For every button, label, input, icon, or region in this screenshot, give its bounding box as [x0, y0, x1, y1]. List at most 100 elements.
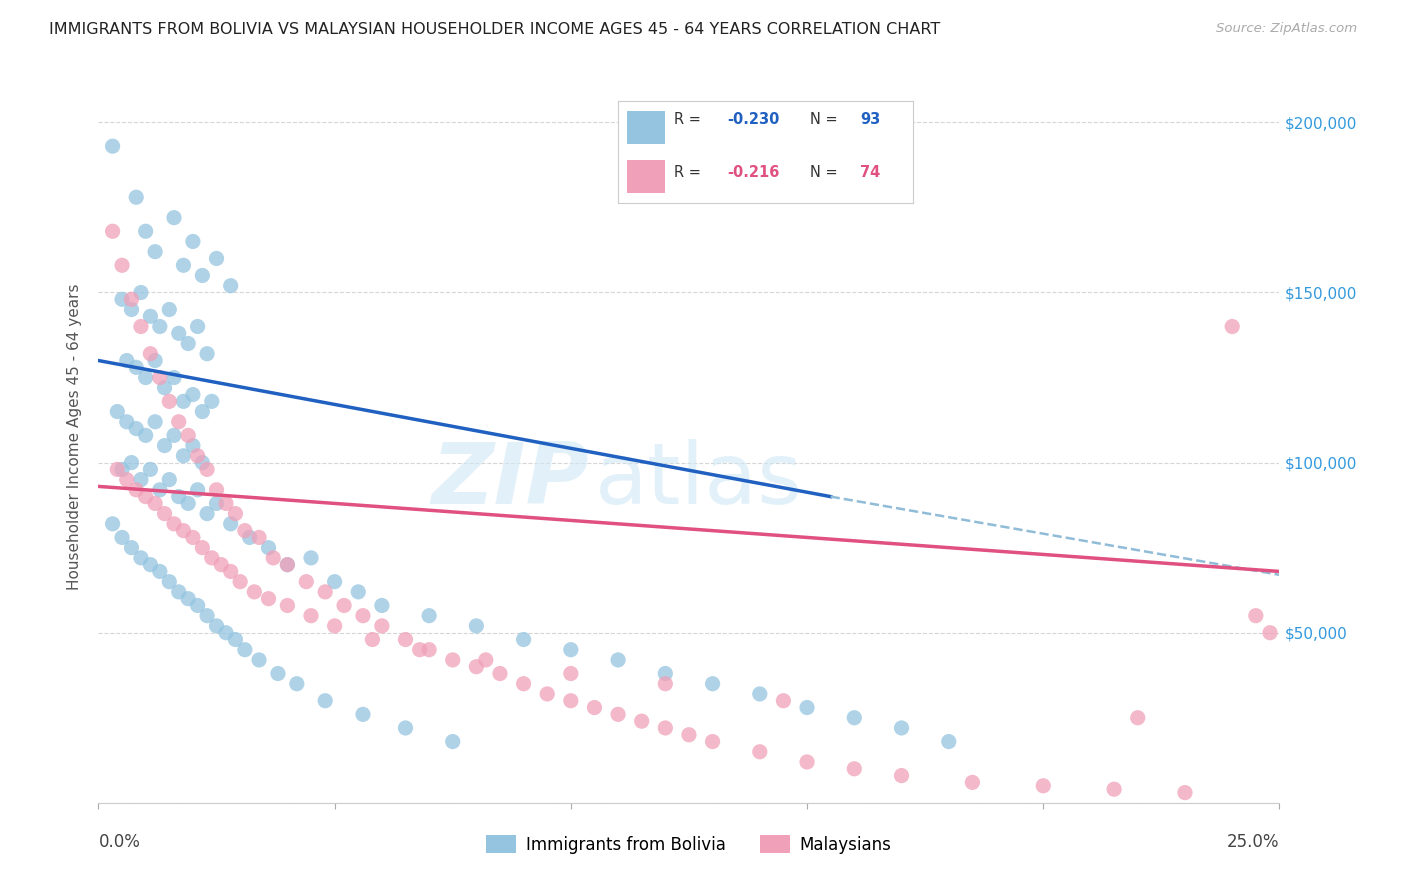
Point: [121, 302, 143, 317]
Point: [163, 516, 186, 531]
Point: [229, 574, 252, 589]
Point: [844, 711, 866, 725]
Point: [962, 775, 984, 789]
Point: [352, 608, 374, 623]
Point: [139, 558, 162, 572]
Point: [111, 462, 134, 476]
Point: [167, 585, 190, 599]
Point: [111, 293, 134, 307]
Point: [177, 428, 200, 442]
Point: [115, 415, 138, 429]
Point: [101, 139, 124, 153]
Point: [205, 483, 228, 497]
Point: [181, 235, 204, 249]
Point: [247, 531, 270, 545]
Point: [139, 310, 162, 324]
Point: [243, 585, 266, 599]
Point: [167, 326, 190, 341]
Point: [295, 574, 318, 589]
Point: [285, 677, 308, 691]
Text: IMMIGRANTS FROM BOLIVIA VS MALAYSIAN HOUSEHOLDER INCOME AGES 45 - 64 YEARS CORRE: IMMIGRANTS FROM BOLIVIA VS MALAYSIAN HOU…: [49, 22, 941, 37]
Point: [172, 394, 194, 409]
Point: [224, 507, 246, 521]
Point: [371, 599, 394, 613]
Point: [215, 625, 238, 640]
Point: [115, 353, 138, 368]
Point: [157, 394, 180, 409]
Text: Source: ZipAtlas.com: Source: ZipAtlas.com: [1216, 22, 1357, 36]
Point: [748, 745, 770, 759]
Point: [314, 585, 336, 599]
Point: [125, 421, 148, 435]
Point: [323, 619, 346, 633]
Point: [153, 439, 176, 453]
Point: [157, 302, 180, 317]
Point: [267, 666, 290, 681]
Point: [129, 473, 152, 487]
Point: [418, 642, 440, 657]
Point: [276, 558, 298, 572]
Point: [654, 666, 676, 681]
Point: [143, 496, 166, 510]
Point: [536, 687, 558, 701]
Point: [333, 599, 356, 613]
Point: [299, 608, 322, 623]
Point: [125, 190, 148, 204]
Point: [121, 293, 143, 307]
Point: [1126, 711, 1149, 725]
Point: [172, 449, 194, 463]
Point: [191, 456, 214, 470]
Point: [143, 415, 166, 429]
Point: [654, 721, 676, 735]
Point: [607, 653, 630, 667]
Point: [143, 244, 166, 259]
Point: [195, 507, 218, 521]
Point: [844, 762, 866, 776]
Point: [195, 608, 218, 623]
Point: [1102, 782, 1125, 797]
Point: [167, 490, 190, 504]
Point: [583, 700, 606, 714]
Point: [135, 370, 157, 384]
Point: [157, 473, 180, 487]
Point: [890, 721, 912, 735]
Point: [512, 677, 534, 691]
Point: [187, 449, 209, 463]
Point: [560, 666, 582, 681]
Point: [111, 258, 134, 272]
Point: [187, 319, 209, 334]
Point: [560, 642, 582, 657]
Point: [257, 541, 280, 555]
Point: [323, 574, 346, 589]
Point: [219, 565, 242, 579]
Point: [172, 258, 194, 272]
Point: [195, 462, 218, 476]
Point: [121, 456, 143, 470]
Point: [195, 347, 218, 361]
Legend: Immigrants from Bolivia, Malaysians: Immigrants from Bolivia, Malaysians: [479, 829, 898, 860]
Point: [361, 632, 384, 647]
Point: [153, 381, 176, 395]
Text: 0.0%: 0.0%: [98, 833, 141, 851]
Point: [219, 516, 242, 531]
Point: [105, 462, 128, 476]
Point: [772, 694, 794, 708]
Point: [239, 531, 262, 545]
Point: [149, 370, 172, 384]
Point: [163, 370, 186, 384]
Point: [441, 734, 464, 748]
Point: [129, 319, 152, 334]
Point: [181, 531, 204, 545]
Point: [465, 619, 488, 633]
Point: [125, 483, 148, 497]
Point: [181, 439, 204, 453]
Point: [143, 353, 166, 368]
Point: [101, 516, 124, 531]
Point: [129, 550, 152, 565]
Point: [215, 496, 238, 510]
Point: [796, 700, 818, 714]
Point: [465, 659, 488, 673]
Point: [177, 496, 200, 510]
Text: ZIP: ZIP: [430, 440, 589, 523]
Point: [1174, 786, 1197, 800]
